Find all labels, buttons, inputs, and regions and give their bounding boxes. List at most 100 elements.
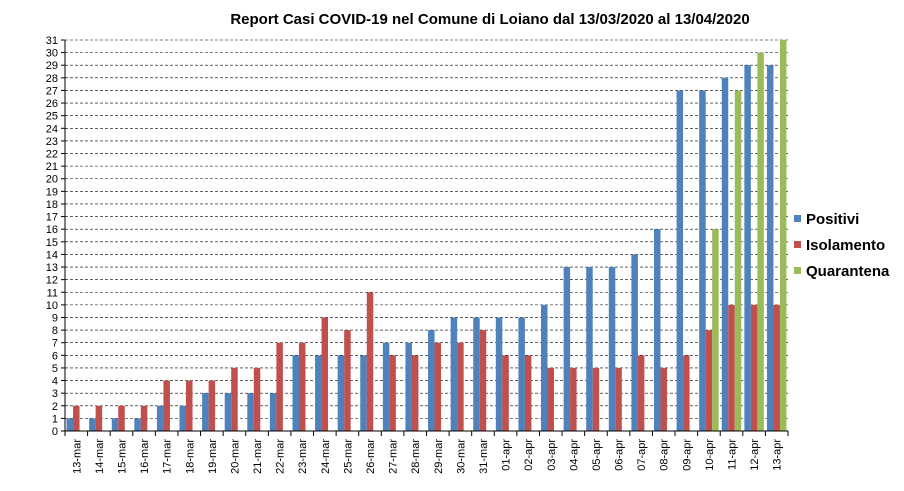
bar-positivi-01-apr bbox=[495, 317, 503, 431]
y-tick-label: 16 bbox=[46, 224, 58, 236]
bar-positivi-08-apr bbox=[653, 229, 661, 431]
x-tick-label: 01-apr bbox=[501, 439, 513, 471]
y-tick-label: 5 bbox=[52, 363, 58, 375]
legend-label-quarantena: Quarantena bbox=[806, 263, 890, 280]
bar-isolamento-29-mar bbox=[434, 342, 442, 431]
bar-isolamento-23-mar bbox=[298, 342, 306, 431]
y-tick-label: 6 bbox=[52, 350, 58, 362]
x-tick-label: 02-apr bbox=[523, 439, 535, 471]
y-tick-label: 29 bbox=[46, 60, 58, 72]
legend-swatch-isolamento bbox=[794, 241, 801, 248]
y-tick-label: 9 bbox=[52, 312, 58, 324]
y-tick-label: 22 bbox=[46, 149, 58, 161]
y-tick-label: 24 bbox=[46, 123, 58, 135]
bar-isolamento-28-mar bbox=[411, 355, 419, 431]
x-tick-label: 03-apr bbox=[546, 439, 558, 471]
bar-quarantena-10-apr bbox=[712, 229, 719, 431]
y-tick-label: 25 bbox=[46, 111, 58, 123]
bar-positivi-19-mar bbox=[202, 393, 209, 431]
y-tick-label: 31 bbox=[46, 35, 58, 47]
x-tick-label: 10-apr bbox=[704, 439, 716, 471]
y-tick-label: 17 bbox=[46, 212, 58, 224]
bar-positivi-22-mar bbox=[269, 393, 277, 431]
legend-swatch-positivi bbox=[794, 215, 801, 222]
bar-positivi-07-apr bbox=[631, 254, 638, 431]
x-tick-label: 26-mar bbox=[365, 439, 377, 474]
x-tick-label: 17-mar bbox=[162, 439, 174, 474]
bar-positivi-18-mar bbox=[179, 405, 187, 431]
bar-positivi-16-mar bbox=[134, 418, 141, 431]
bar-isolamento-16-mar bbox=[140, 405, 148, 431]
bar-positivi-14-mar bbox=[89, 418, 96, 431]
x-tick-label: 07-apr bbox=[636, 439, 648, 471]
y-tick-label: 11 bbox=[47, 287, 58, 299]
bar-isolamento-11-apr bbox=[728, 304, 735, 431]
y-tick-label: 28 bbox=[46, 73, 58, 85]
x-tick-label: 14-mar bbox=[94, 439, 106, 474]
y-tick-label: 14 bbox=[46, 249, 58, 261]
bar-isolamento-04-apr bbox=[570, 367, 577, 431]
bar-isolamento-10-apr bbox=[705, 330, 713, 431]
x-tick-label: 27-mar bbox=[388, 439, 400, 474]
bar-isolamento-08-apr bbox=[660, 367, 667, 431]
bar-isolamento-22-mar bbox=[276, 342, 283, 431]
x-tick-label: 28-mar bbox=[410, 439, 422, 474]
x-tick-label: 18-mar bbox=[184, 439, 196, 474]
bar-positivi-13-mar bbox=[66, 418, 74, 431]
bars bbox=[66, 40, 787, 432]
bar-positivi-20-mar bbox=[224, 393, 232, 431]
x-tick-label: 23-mar bbox=[297, 439, 309, 474]
bar-positivi-02-apr bbox=[518, 317, 525, 431]
y-tick-label: 8 bbox=[52, 325, 58, 337]
bar-isolamento-12-apr bbox=[750, 304, 758, 431]
bar-positivi-30-mar bbox=[450, 317, 458, 431]
bar-isolamento-03-apr bbox=[547, 367, 555, 431]
bar-isolamento-01-apr bbox=[502, 355, 509, 431]
bar-positivi-06-apr bbox=[608, 267, 616, 431]
bar-isolamento-18-mar bbox=[186, 380, 193, 431]
y-axis-ticks: 0123456789101112131415161718192021222324… bbox=[46, 35, 65, 438]
x-tick-label: 05-apr bbox=[591, 439, 603, 471]
bar-positivi-11-apr bbox=[721, 77, 729, 431]
bar-positivi-23-mar bbox=[292, 355, 299, 431]
legend-label-positivi: Positivi bbox=[806, 211, 859, 228]
x-tick-label: 16-mar bbox=[139, 439, 151, 474]
y-tick-label: 23 bbox=[46, 136, 58, 148]
x-tick-label: 04-apr bbox=[568, 439, 580, 471]
bar-isolamento-07-apr bbox=[637, 355, 645, 431]
x-axis-ticks: 13-mar 14-mar 15-mar 16-mar 17-mar 18-mar 19-m… bbox=[64, 431, 789, 474]
bar-isolamento-05-apr bbox=[592, 367, 600, 431]
legend-swatch-quarantena bbox=[794, 267, 801, 274]
bar-isolamento-30-mar bbox=[457, 342, 464, 431]
x-tick-label: 25-mar bbox=[342, 439, 354, 474]
y-tick-label: 21 bbox=[46, 161, 58, 173]
bar-quarantena-13-apr bbox=[779, 40, 787, 431]
y-tick-label: 30 bbox=[46, 48, 58, 60]
bar-quarantena-12-apr bbox=[757, 52, 764, 431]
bar-positivi-05-apr bbox=[586, 267, 593, 431]
y-tick-label: 18 bbox=[46, 199, 58, 211]
y-tick-label: 0 bbox=[52, 426, 58, 438]
bar-isolamento-31-mar bbox=[479, 330, 487, 431]
x-tick-label: 06-apr bbox=[614, 439, 626, 471]
bar-positivi-26-mar bbox=[360, 355, 367, 431]
y-tick-label: 7 bbox=[52, 338, 58, 350]
y-tick-label: 2 bbox=[52, 401, 58, 413]
bar-positivi-24-mar bbox=[315, 355, 322, 431]
y-tick-label: 27 bbox=[46, 85, 58, 97]
bar-isolamento-27-mar bbox=[389, 355, 396, 431]
y-tick-label: 26 bbox=[46, 98, 58, 110]
x-tick-label: 29-mar bbox=[433, 439, 445, 474]
y-tick-label: 10 bbox=[46, 300, 58, 312]
x-tick-label: 30-mar bbox=[455, 439, 467, 474]
bar-isolamento-26-mar bbox=[366, 292, 374, 431]
bar-positivi-10-apr bbox=[699, 90, 706, 432]
bar-isolamento-14-mar bbox=[95, 405, 103, 431]
bar-positivi-25-mar bbox=[337, 355, 345, 431]
y-tick-label: 15 bbox=[46, 237, 58, 249]
bar-positivi-15-mar bbox=[111, 418, 119, 431]
bar-isolamento-20-mar bbox=[231, 367, 238, 431]
bar-positivi-27-mar bbox=[382, 342, 390, 431]
x-tick-label: 15-mar bbox=[116, 439, 128, 474]
y-tick-label: 4 bbox=[52, 376, 58, 388]
